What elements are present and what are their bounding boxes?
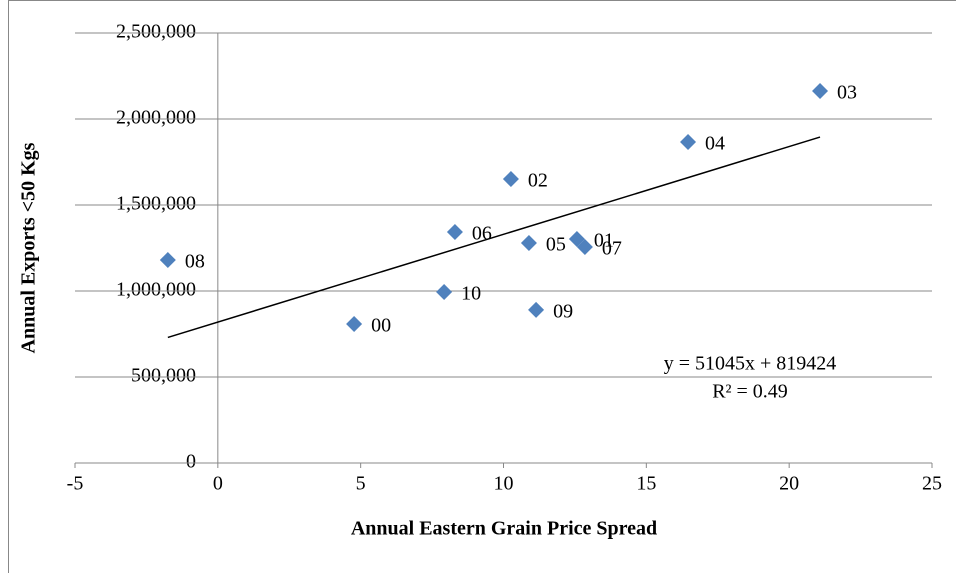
point [436, 284, 453, 301]
y-tick-label: 2,000,000 [116, 107, 196, 129]
point-label: 05 [546, 234, 566, 256]
point [520, 235, 537, 252]
x-tick-label: 25 [922, 473, 942, 495]
point-label: 08 [185, 251, 205, 273]
y-axis-title: Annual Exports <50 Kgs [18, 142, 40, 353]
point [446, 224, 463, 241]
y-tick-label: 1,000,000 [116, 279, 196, 301]
point-label: 06 [472, 223, 492, 245]
x-tick-label: 5 [356, 473, 366, 495]
point [680, 134, 697, 151]
trend-equation: y = 51045x + 819424 [664, 353, 837, 375]
x-tick-label: 20 [779, 473, 799, 495]
x-tick-label: -5 [67, 473, 84, 495]
point-label: 03 [837, 82, 857, 104]
point [812, 82, 829, 99]
point [346, 316, 363, 333]
point-label: 01 [594, 230, 614, 252]
x-tick-label: 15 [636, 473, 656, 495]
x-axis-title: Annual Eastern Grain Price Spread [351, 518, 657, 540]
point-label: 10 [461, 283, 481, 305]
point-label: 09 [553, 301, 573, 323]
point [528, 301, 545, 318]
x-tick-label: 10 [494, 473, 514, 495]
point-label: 00 [371, 315, 391, 337]
point [576, 238, 593, 255]
y-tick-label: 2,500,000 [116, 21, 196, 43]
trendline [167, 136, 821, 339]
x-tick-label: 0 [213, 473, 223, 495]
point-label: 07 [602, 238, 622, 260]
point [502, 171, 519, 188]
point-label: 02 [528, 170, 548, 192]
point [159, 252, 176, 269]
y-tick-label: 1,500,000 [116, 193, 196, 215]
r-squared: R² = 0.49 [712, 381, 788, 403]
y-tick-label: 500,000 [131, 365, 196, 387]
point-label: 04 [705, 133, 725, 155]
y-tick-label: 0 [186, 451, 196, 473]
